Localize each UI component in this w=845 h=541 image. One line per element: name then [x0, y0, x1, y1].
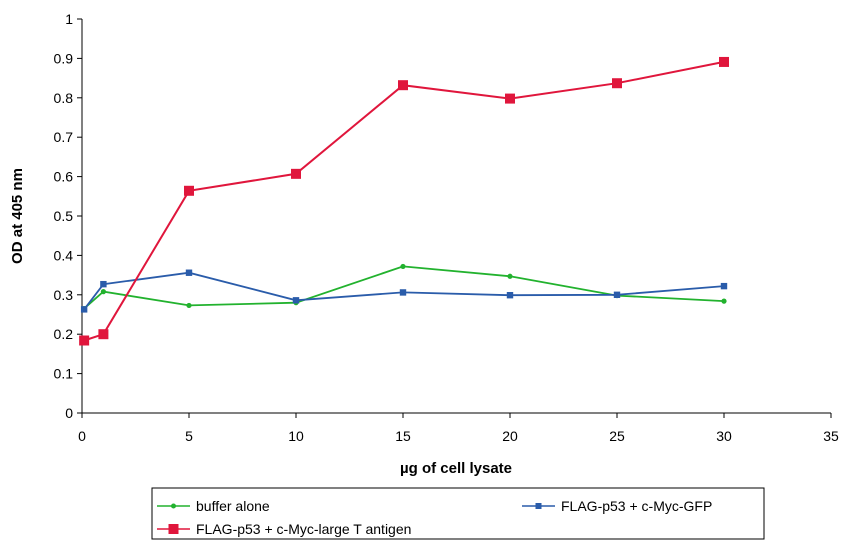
data-point-flag-p53-c-myc-gfp — [720, 282, 728, 290]
y-tick-label: 0.3 — [54, 287, 74, 303]
series-flag-p53-c-myc-large-t-antigen — [79, 56, 729, 346]
legend-marker-flag-p53-large-t-antigen — [168, 524, 179, 534]
data-point-flag-p53-c-myc-gfp — [506, 291, 514, 299]
data-point-flag-p53-c-myc-gfp — [292, 297, 300, 304]
data-point-buffer-alone — [400, 263, 406, 270]
data-point-buffer-alone — [507, 273, 513, 279]
y-tick-label: 0.8 — [54, 90, 74, 106]
y-tick-label: 0.1 — [54, 366, 74, 382]
data-point-flag-p53-c-myc-gfp — [80, 306, 88, 313]
y-ticks: 0 0.1 0.2 0.3 0.4 0.5 0.6 0.7 0.8 0.9 1 — [54, 11, 82, 421]
x-axis-title: µg of cell lysate — [400, 460, 512, 477]
data-point-flag-p53-c-myc-large-t-antigen — [79, 335, 90, 346]
legend-item-buffer-alone: buffer alone — [157, 498, 270, 514]
legend-marker-flag-p53-c-myc-gfp — [535, 503, 542, 509]
y-tick-label: 0 — [65, 405, 73, 421]
x-tick-label: 25 — [609, 428, 625, 444]
series-line-buffer-alone — [83, 265, 725, 310]
series-layer — [79, 56, 729, 346]
data-point-flag-p53-c-myc-large-t-antigen — [505, 93, 515, 104]
legend-label-buffer-alone: buffer alone — [196, 498, 270, 514]
data-point-flag-p53-c-myc-large-t-antigen — [398, 80, 408, 91]
y-tick-label: 0.6 — [54, 169, 74, 185]
x-tick-label: 0 — [78, 428, 86, 444]
data-point-flag-p53-c-myc-gfp — [399, 289, 407, 296]
data-point-flag-p53-c-myc-large-t-antigen — [719, 56, 729, 67]
data-point-flag-p53-c-myc-large-t-antigen — [98, 329, 109, 340]
x-tick-label: 5 — [185, 428, 193, 444]
legend-item-flag-p53-c-myc-gfp: FLAG-p53 + c-Myc-GFP — [522, 498, 712, 514]
legend-item-flag-p53-large-t-antigen: FLAG-p53 + c-Myc-large T antigen — [157, 521, 411, 537]
legend-marker-buffer-alone — [171, 503, 176, 509]
y-tick-label: 0.2 — [54, 326, 74, 342]
data-point-flag-p53-c-myc-gfp — [100, 280, 107, 288]
series-flag-p53-c-myc-gfp — [80, 269, 728, 313]
y-tick-label: 0.7 — [54, 129, 74, 145]
x-ticks: 0 5 10 15 20 25 30 35 — [78, 413, 839, 444]
data-point-flag-p53-c-myc-gfp — [185, 269, 193, 276]
legend: buffer alone FLAG-p53 + c-Myc-GFP FLAG-p… — [151, 487, 765, 540]
data-point-flag-p53-c-myc-large-t-antigen — [291, 168, 301, 179]
x-tick-label: 20 — [502, 428, 518, 444]
legend-label-flag-p53-large-t-antigen: FLAG-p53 + c-Myc-large T antigen — [196, 521, 411, 537]
y-tick-label: 1 — [65, 11, 73, 27]
y-tick-label: 0.9 — [54, 50, 74, 66]
x-tick-label: 15 — [395, 428, 411, 444]
series-buffer-alone — [81, 263, 727, 312]
data-point-buffer-alone — [100, 289, 106, 295]
data-point-buffer-alone — [186, 302, 192, 309]
y-tick-label: 0.5 — [54, 208, 74, 224]
data-point-buffer-alone — [721, 298, 727, 304]
x-tick-label: 10 — [288, 428, 304, 444]
axes — [81, 19, 831, 414]
series-line-flag-p53-c-myc-gfp — [83, 271, 725, 310]
legend-label-flag-p53-c-myc-gfp: FLAG-p53 + c-Myc-GFP — [561, 498, 712, 514]
x-tick-label: 30 — [716, 428, 732, 444]
legend-box — [151, 487, 765, 540]
data-point-flag-p53-c-myc-large-t-antigen — [612, 78, 622, 89]
data-point-flag-p53-c-myc-large-t-antigen — [184, 185, 194, 196]
data-point-flag-p53-c-myc-gfp — [613, 291, 621, 298]
y-tick-label: 0.4 — [54, 247, 74, 263]
y-axis-title: OD at 405 nm — [9, 168, 26, 264]
x-tick-label: 35 — [823, 428, 839, 444]
series-line-flag-p53-c-myc-large-t-antigen — [83, 60, 725, 342]
